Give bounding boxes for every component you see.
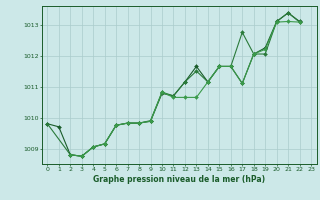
X-axis label: Graphe pression niveau de la mer (hPa): Graphe pression niveau de la mer (hPa) <box>93 175 265 184</box>
